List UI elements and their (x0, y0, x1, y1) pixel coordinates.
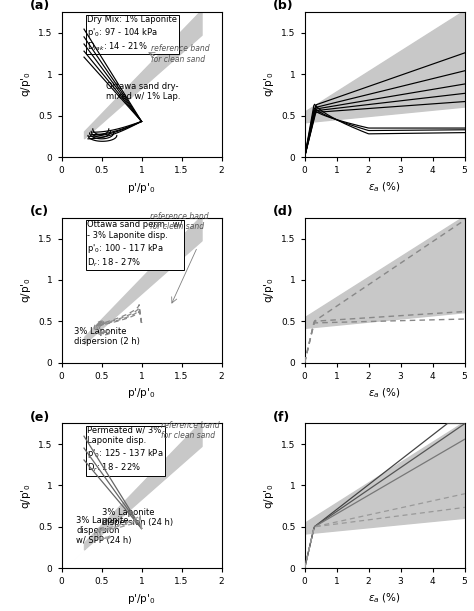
Text: Ottawa sand dry-
mixed w/ 1% Lap.: Ottawa sand dry- mixed w/ 1% Lap. (106, 82, 180, 101)
Text: (a): (a) (30, 0, 50, 12)
Text: (f): (f) (273, 411, 290, 423)
X-axis label: p'/p'$_0$: p'/p'$_0$ (127, 181, 156, 194)
Text: 3% Laponite
dispersion (24 h): 3% Laponite dispersion (24 h) (101, 508, 173, 527)
Y-axis label: q/p'$_0$: q/p'$_0$ (262, 277, 276, 303)
Text: reference band
for clean sand: reference band for clean sand (150, 212, 208, 232)
Y-axis label: q/p'$_0$: q/p'$_0$ (262, 71, 276, 98)
Text: 3% Laponite
dispersion (2 h): 3% Laponite dispersion (2 h) (73, 327, 139, 346)
X-axis label: p'/p'$_0$: p'/p'$_0$ (127, 592, 156, 606)
Text: (e): (e) (30, 411, 50, 423)
X-axis label: p'/p'$_0$: p'/p'$_0$ (127, 386, 156, 400)
X-axis label: $\varepsilon_a$ (%): $\varepsilon_a$ (%) (368, 181, 401, 194)
Y-axis label: q/p'$_0$: q/p'$_0$ (18, 277, 33, 303)
Text: reference band
for clean sand: reference band for clean sand (161, 420, 219, 440)
Text: (b): (b) (273, 0, 293, 12)
Text: (d): (d) (273, 205, 293, 218)
Text: 3% Laponite
dispersion
w/ SPP (24 h): 3% Laponite dispersion w/ SPP (24 h) (76, 516, 131, 546)
Text: (c): (c) (30, 205, 49, 218)
Y-axis label: q/p'$_0$: q/p'$_0$ (18, 483, 33, 509)
Text: Ottawa sand perm.  w/
- 3% Laponite disp.
p'$_0$: 100 - 117 kPa
D$_r$: 18 - 27%: Ottawa sand perm. w/ - 3% Laponite disp.… (87, 221, 182, 269)
Y-axis label: q/p'$_0$: q/p'$_0$ (262, 483, 276, 509)
X-axis label: $\varepsilon_a$ (%): $\varepsilon_a$ (%) (368, 592, 401, 606)
Y-axis label: q/p'$_0$: q/p'$_0$ (18, 71, 33, 98)
Text: reference band
for clean sand: reference band for clean sand (151, 45, 210, 64)
Text: Permeated w/ 3%
Laponite disp.
p'$_0$: 125 - 137 kPa
D$_r$: 18 - 22%: Permeated w/ 3% Laponite disp. p'$_0$: 1… (87, 426, 164, 474)
Text: Dry Mix: 1% Laponite
p'$_0$: 97 - 104 kPa
D$_{rak}$: 14 - 21%: Dry Mix: 1% Laponite p'$_0$: 97 - 104 kP… (87, 15, 177, 53)
X-axis label: $\varepsilon_a$ (%): $\varepsilon_a$ (%) (368, 386, 401, 400)
